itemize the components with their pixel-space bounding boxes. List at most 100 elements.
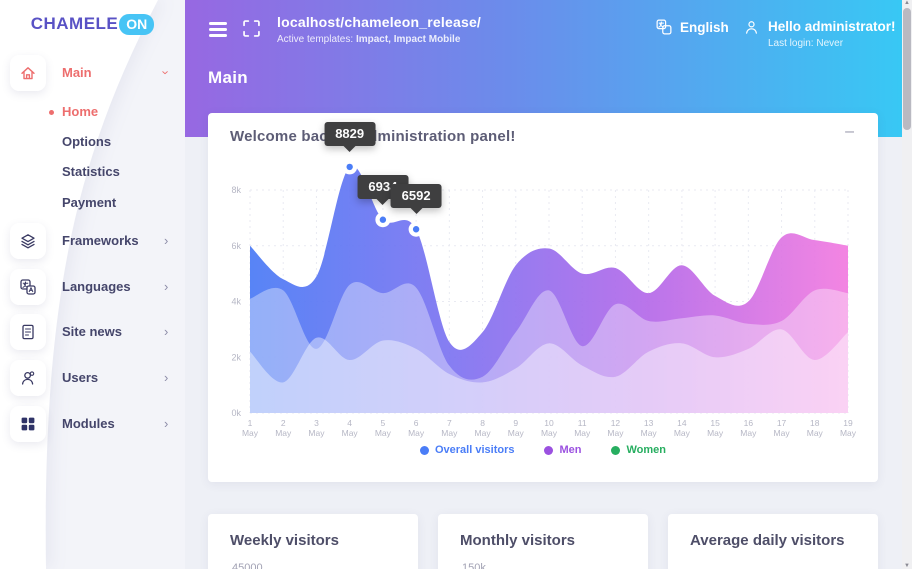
svg-text:May: May [674,428,691,438]
monthly-visitors-card: Monthly visitors 150k [438,514,648,569]
vertical-scrollbar[interactable]: ▲ ▼ [902,0,912,569]
page-title: Main [208,68,248,87]
stat-card-title: Weekly visitors [230,532,339,549]
sidebar: CHAMELE ON Main › Home Options Statistics… [0,0,185,569]
svg-text:13: 13 [644,418,654,428]
sidebar-item-users[interactable]: Users › [0,360,185,396]
modules-grid-icon [10,406,46,442]
app-logo[interactable]: CHAMELE ON [0,14,185,35]
document-icon [10,314,46,350]
layers-icon [10,223,46,259]
svg-text:2k: 2k [231,352,241,362]
sidebar-item-languages[interactable]: Languages › [0,269,185,305]
sidebar-item-site-news[interactable]: Site news › [0,314,185,350]
svg-text:May: May [840,428,857,438]
svg-text:May: May [308,428,325,438]
chevron-right-icon: › [164,370,169,385]
minimize-card-button[interactable]: – [845,123,854,140]
legend-dot [419,445,429,455]
scroll-up-arrow[interactable]: ▲ [904,0,910,6]
active-bullet [49,110,54,115]
translate-icon [656,19,672,35]
svg-text:May: May [242,428,259,438]
svg-text:May: May [342,428,359,438]
active-templates: Active templates: Impact, Impact Mobile [277,34,461,45]
svg-text:May: May [508,428,525,438]
chevron-right-icon: › [164,324,169,339]
stat-card-value: 150k [462,562,486,569]
svg-text:May: May [441,428,458,438]
language-selector[interactable]: English [656,19,729,35]
user-greeting[interactable]: Hello administrator! [768,19,896,34]
welcome-chart-card: 0k 2k 4k 6k 8k 1 May 2 May 3 May 4 May 5 May 6 May 7 May 8 M… [208,113,878,482]
legend-item-overall-visitors[interactable]: Overall visitors [419,444,514,456]
stat-card-title: Monthly visitors [460,532,576,549]
legend-dot [544,445,554,455]
svg-text:15: 15 [710,418,720,428]
weekly-visitors-card: Weekly visitors 45000 [208,514,418,569]
sidebar-item-home[interactable]: Home [49,102,98,122]
home-icon [10,55,46,91]
translate-icon [10,269,46,305]
average-daily-visitors-card: Average daily visitors [668,514,878,569]
hamburger-menu-icon[interactable] [209,22,227,40]
stat-card-title: Average daily visitors [690,532,845,549]
sidebar-item-main[interactable]: Main › [0,55,185,91]
svg-text:May: May [574,428,591,438]
chart-point[interactable] [346,163,353,171]
scrollbar-thumb[interactable] [903,8,911,130]
sidebar-item-frameworks[interactable]: Frameworks › [0,223,185,259]
svg-text:May: May [475,428,492,438]
svg-text:1: 1 [248,418,253,428]
svg-text:May: May [408,428,425,438]
svg-text:May: May [541,428,558,438]
sidebar-item-modules[interactable]: Modules › [0,406,185,442]
svg-text:May: May [807,428,824,438]
visitors-area-chart: 0k2k4k6k8k1May2May3May4May5May6May7May8M… [231,159,857,438]
svg-text:6k: 6k [231,241,241,251]
chart-legend: Overall visitors Men Women [208,444,878,456]
sidebar-item-options[interactable]: Options [62,134,112,149]
svg-text:19: 19 [843,418,853,428]
sidebar-item-payment[interactable]: Payment [62,195,117,210]
site-url-block[interactable]: localhost/chameleon_release/ Active temp… [277,14,481,45]
svg-text:3: 3 [314,418,319,428]
legend-item-women[interactable]: Women [611,444,666,456]
svg-text:12: 12 [611,418,621,428]
chart-point[interactable] [412,226,420,233]
area-women [250,329,848,413]
sidebar-item-statistics[interactable]: Statistics [62,164,120,179]
svg-text:14: 14 [677,418,687,428]
svg-text:2: 2 [281,418,286,428]
svg-text:May: May [375,428,392,438]
last-login-text: Last login: Never [768,38,844,49]
svg-text:9: 9 [513,418,518,428]
chart-point[interactable] [379,216,387,223]
fullscreen-icon[interactable] [243,20,260,37]
user-menu[interactable]: Hello administrator! Last login: Never [744,19,896,49]
legend-item-men[interactable]: Men [544,444,581,456]
chevron-right-icon: › [164,279,169,294]
svg-text:May: May [774,428,791,438]
svg-text:8k: 8k [231,185,241,195]
area-overall-visitors [250,165,848,413]
chevron-down-icon: › [158,70,174,75]
svg-text:4k: 4k [231,297,241,307]
svg-text:4: 4 [347,418,352,428]
users-icon [10,360,46,396]
svg-text:11: 11 [578,418,587,428]
svg-text:May: May [275,428,292,438]
scroll-down-arrow[interactable]: ▼ [904,563,910,569]
svg-text:8: 8 [480,418,485,428]
svg-text:May: May [641,428,658,438]
stat-card-value: 45000 [232,562,263,569]
svg-text:May: May [707,428,724,438]
svg-text:0k: 0k [231,408,241,418]
svg-text:18: 18 [810,418,820,428]
card-title: Welcome back to administration panel! [230,128,516,145]
language-label[interactable]: English [680,19,729,35]
svg-text:10: 10 [544,418,554,428]
svg-text:16: 16 [744,418,754,428]
site-url[interactable]: localhost/chameleon_release/ [277,14,482,30]
svg-text:5: 5 [381,418,386,428]
